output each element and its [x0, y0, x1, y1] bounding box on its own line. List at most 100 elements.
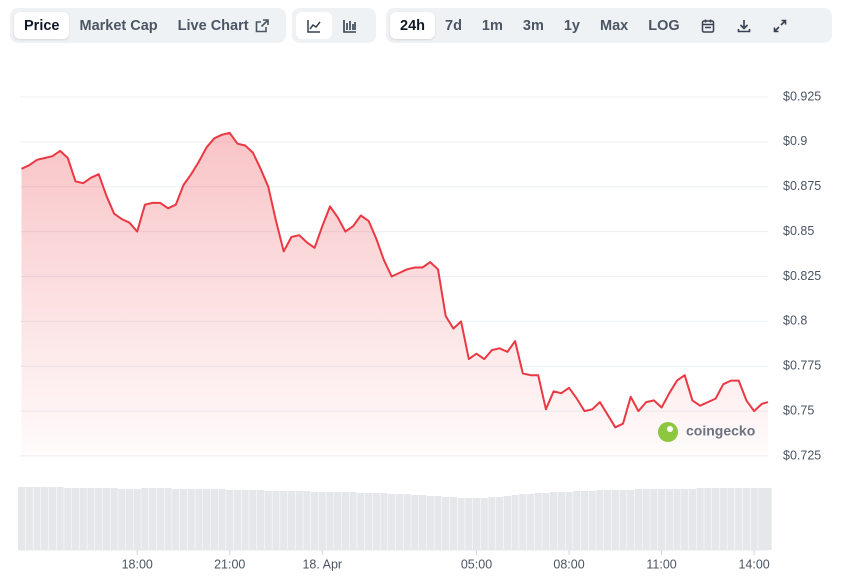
y-tick-label: $0.725	[783, 448, 821, 462]
tab[interactable]: Price	[14, 12, 70, 39]
volume-bar	[357, 493, 365, 550]
candle-icon[interactable]	[332, 12, 368, 39]
volume-bar	[249, 490, 257, 550]
y-tick-label: $0.8	[783, 314, 807, 328]
volume-bar	[56, 487, 64, 550]
volume-bar	[711, 488, 720, 550]
download-icon[interactable]	[726, 12, 762, 39]
range[interactable]: 1m	[481, 17, 503, 34]
volume-bar	[764, 488, 772, 550]
volume-bar	[256, 490, 265, 550]
volume-bar	[280, 491, 288, 550]
price-line	[21, 131, 769, 429]
volume-bar	[295, 491, 303, 550]
volume-bar	[33, 487, 41, 550]
volume-bar	[226, 490, 234, 550]
volume-bar	[203, 489, 211, 550]
volume-bar	[565, 492, 573, 550]
calendar-icon[interactable]	[690, 12, 726, 39]
volume-bar	[380, 493, 388, 550]
volume-bar	[241, 490, 249, 550]
volume-bar	[534, 493, 542, 550]
volume-bar	[496, 497, 504, 550]
volume-bar	[588, 491, 596, 550]
volume-bar	[264, 491, 272, 550]
volume-bar	[334, 492, 342, 550]
volume-bar	[179, 489, 188, 550]
volume-bar	[48, 487, 56, 550]
range[interactable]: 3m	[522, 17, 544, 34]
volume-bar	[102, 488, 110, 550]
volume-bar	[326, 492, 334, 550]
volume-bar	[696, 488, 704, 550]
range[interactable]: 1y	[563, 17, 580, 34]
tab-label: Live Chart	[177, 17, 249, 34]
volume-bar	[218, 489, 226, 550]
volume-bar	[156, 488, 164, 550]
volume-bar	[364, 493, 373, 550]
tab[interactable]: Market Cap	[79, 17, 158, 34]
range[interactable]: 24h	[390, 12, 435, 39]
x-tick-label: 14:00	[738, 557, 769, 571]
volume-bar	[164, 488, 172, 550]
watermark: coingecko	[658, 422, 755, 442]
volume-bar	[17, 487, 26, 550]
volume-bar	[550, 492, 558, 550]
volume-bar	[642, 489, 650, 550]
volume-bar	[480, 498, 488, 550]
volume-bar	[557, 492, 565, 550]
volume-bar	[580, 491, 589, 550]
volume-bar	[133, 489, 141, 550]
volume-bar	[472, 498, 481, 550]
volume-bar	[403, 494, 411, 550]
volume-bar	[573, 491, 581, 550]
volume-bar	[735, 488, 743, 550]
volume-bar	[110, 488, 118, 550]
y-tick-label: $0.875	[783, 179, 821, 193]
plot: $0.725 $0.75 $0.775 $0.8 $0.825 $0.85 $0.875 $0…	[17, 89, 821, 571]
view-tabs: Price Market Cap Live Chart	[10, 8, 286, 43]
x-tick-label: 05:00	[461, 557, 492, 571]
y-tick-label: $0.825	[783, 269, 821, 283]
volume-bar	[149, 488, 157, 550]
volume-bar	[172, 489, 180, 550]
volume-bar	[395, 494, 404, 550]
fullscreen-icon[interactable]	[762, 12, 798, 39]
line-icon[interactable]	[296, 12, 332, 39]
volume-bar	[704, 488, 712, 550]
range[interactable]: Max	[600, 17, 629, 34]
volume-bar	[372, 493, 380, 550]
volume-bar	[657, 489, 666, 550]
volume-bar	[511, 495, 519, 550]
y-tick-label: $0.925	[783, 89, 821, 103]
volume-bar	[25, 487, 33, 550]
y-tick-label: $0.9	[783, 134, 807, 148]
volume-bar	[210, 489, 218, 550]
volume-bar	[681, 489, 689, 550]
volume-bar	[287, 491, 296, 550]
volume-bar	[619, 490, 627, 550]
x-tick-label: 18:00	[122, 557, 153, 571]
volume-bar	[673, 489, 681, 550]
volume-bar	[526, 494, 535, 550]
x-tick-label: 18. Apr	[302, 557, 342, 571]
volume-bar	[125, 489, 134, 550]
range[interactable]: LOG	[648, 17, 680, 34]
volume-bar	[650, 489, 658, 550]
range[interactable]: 7d	[445, 17, 462, 34]
volume-bar	[603, 490, 612, 550]
volume-bar	[634, 489, 643, 550]
volume-bar	[41, 487, 49, 550]
volume-bar	[758, 488, 766, 550]
volume-bar	[542, 493, 550, 550]
volume-bar	[118, 489, 126, 550]
volume-bar	[388, 494, 396, 550]
y-tick-label: $0.75	[783, 403, 814, 417]
x-tick-label: 21:00	[214, 557, 245, 571]
volume-bar	[426, 496, 434, 550]
volume-bar	[688, 489, 697, 550]
tab[interactable]: Live Chart	[168, 12, 274, 39]
volume-bar	[95, 488, 103, 550]
volume-bar	[665, 489, 673, 550]
